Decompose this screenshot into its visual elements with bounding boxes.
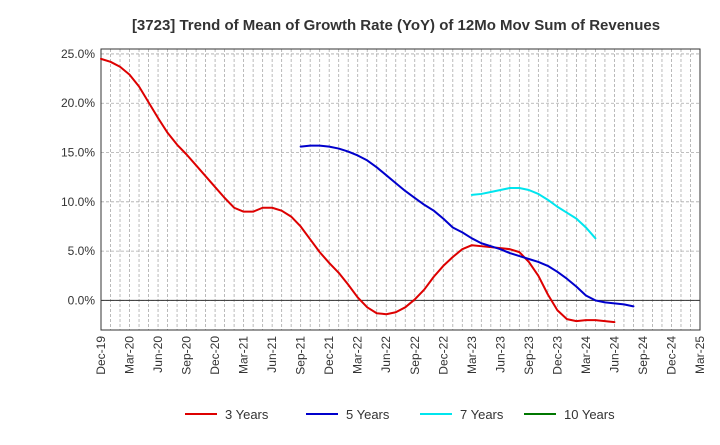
legend-label: 5 Years xyxy=(346,407,390,422)
legend-label: 3 Years xyxy=(225,407,269,422)
series-line-3-years xyxy=(100,57,616,324)
series-line-7-years xyxy=(470,187,597,240)
grid-layer xyxy=(101,49,700,330)
chart-title: [3723] Trend of Mean of Growth Rate (YoY… xyxy=(132,17,660,34)
x-tick-label: Mar-25 xyxy=(693,336,707,374)
x-tick-label: Dec-23 xyxy=(550,336,564,375)
x-tick-label: Sep-20 xyxy=(180,336,194,375)
axis-layer: 0.0% 5.0% 10.0% 15.0% 20.0% 25.0% Dec-19 Mar-20… xyxy=(61,47,707,375)
y-tick-label: 0.0% xyxy=(68,293,96,307)
x-tick-label: Sep-24 xyxy=(636,336,650,375)
y-tick-label: 25.0% xyxy=(61,47,95,61)
series-layer xyxy=(100,57,635,324)
x-tick-label: Dec-24 xyxy=(664,336,678,375)
x-tick-label: Mar-24 xyxy=(579,336,593,374)
y-tick-label: 10.0% xyxy=(61,195,95,209)
x-tick-label: Jun-21 xyxy=(265,336,279,373)
x-tick-label: Dec-22 xyxy=(436,336,450,375)
y-tick-label: 15.0% xyxy=(61,146,95,160)
x-tick-label: Sep-21 xyxy=(294,336,308,375)
plot-area xyxy=(101,49,700,330)
legend: 3 Years 5 Years 7 Years 10 Years xyxy=(185,407,615,422)
x-tick-label: Mar-22 xyxy=(351,336,365,374)
x-tick-label: Jun-23 xyxy=(493,336,507,373)
series-line-5-years xyxy=(299,144,635,308)
x-tick-label: Sep-22 xyxy=(408,336,422,375)
x-tick-label: Sep-23 xyxy=(522,336,536,375)
x-tick-label: Mar-20 xyxy=(123,336,137,374)
y-tick-label: 20.0% xyxy=(61,96,95,110)
x-tick-label: Mar-23 xyxy=(465,336,479,374)
x-tick-label: Jun-20 xyxy=(151,336,165,373)
x-tick-label: Dec-20 xyxy=(208,336,222,375)
y-tick-label: 5.0% xyxy=(68,244,96,258)
plot-frame xyxy=(100,48,701,331)
x-tick-label: Mar-21 xyxy=(237,336,251,374)
x-tick-label: Dec-19 xyxy=(94,336,108,375)
legend-label: 10 Years xyxy=(564,407,615,422)
x-tick-label: Jun-24 xyxy=(607,336,621,373)
legend-label: 7 Years xyxy=(460,407,504,422)
x-tick-label: Dec-21 xyxy=(322,336,336,375)
x-tick-label: Jun-22 xyxy=(379,336,393,373)
